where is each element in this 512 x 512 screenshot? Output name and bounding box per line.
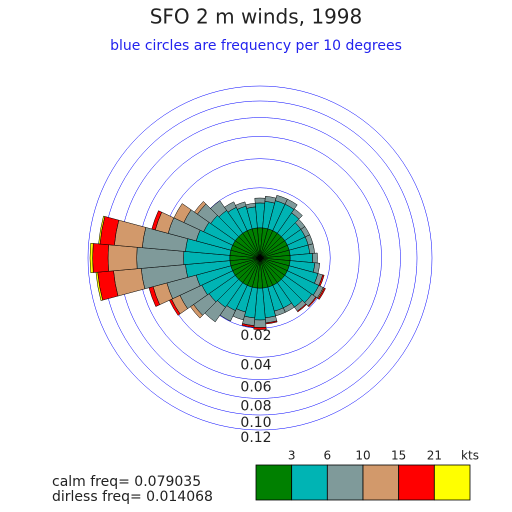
rose-segment [107,244,138,272]
annotation: dirless freq= 0.014068 [52,489,213,505]
rose-segment [291,208,303,220]
rose-segment [114,219,147,248]
rose-segment [317,287,326,300]
colorbar-tick-label: 15 [391,449,406,463]
colorbar-box [326,464,364,501]
rose-segment [173,203,192,223]
r-tick-label: 0.10 [240,415,271,431]
r-tick-label: 0.04 [240,357,271,373]
r-tick-label: 0.06 [240,380,271,396]
colorbar-box [398,464,435,501]
rose-segment [307,296,317,308]
colorbar-box [255,464,293,501]
annotation: calm freq= 0.079035 [52,474,201,490]
r-tick-label: 0.12 [240,430,271,446]
rose-segment [151,210,163,231]
colorbar-box [362,464,400,501]
rose-segment [210,200,228,218]
rose-segment [284,198,298,210]
rose-segment [254,197,266,204]
rose-segment [241,323,255,328]
grid-circle [87,85,433,431]
colorbar-box [433,464,471,501]
rose-segment [312,252,318,264]
colorbar-tick-label: 21 [427,449,442,463]
rose-segment [194,201,207,215]
rose-segment [235,201,247,210]
colorbar-box [291,464,328,501]
r-tick-label: 0.02 [240,328,271,344]
colorbar-unit: kts [461,449,479,463]
rose-segment [253,326,267,330]
rose-segment [92,243,109,273]
colorbar-tick-label: 10 [355,449,370,463]
chart-title: SFO 2 m winds, 1998 [150,5,363,29]
rose-segment [89,242,94,274]
rose-segment [98,215,106,245]
rose-segment [296,303,307,313]
colorbar-tick-label: 6 [324,449,332,463]
chart-subtitle: blue circles are frequency per 10 degree… [110,38,402,54]
colorbar-tick-label: 3 [288,449,296,463]
rose-segment [245,202,256,209]
r-tick-label: 0.08 [240,398,271,414]
rose-segment [113,268,146,297]
rose-segment [253,319,267,328]
rose-segment [224,201,237,213]
